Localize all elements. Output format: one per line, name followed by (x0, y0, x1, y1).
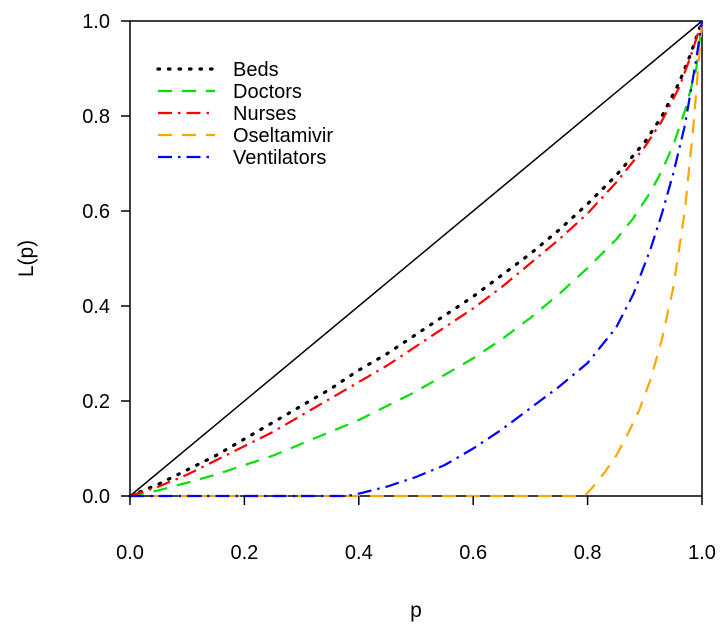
x-tick-label: 1.0 (688, 542, 716, 564)
x-axis-label: p (410, 599, 422, 622)
x-tick-label: 0.2 (230, 542, 258, 564)
y-tick-label: 0.2 (82, 391, 110, 413)
series-line-beds (128, 19, 704, 498)
x-tick-label: 0.4 (345, 542, 373, 564)
plot-frame (129, 20, 703, 497)
legend-label-beds: Beds (233, 59, 279, 81)
y-tick-label: 1.0 (82, 11, 110, 33)
y-tick-label: 0.6 (82, 201, 110, 223)
series-line-doctors (129, 20, 704, 498)
x-tick-label: 0.6 (459, 542, 487, 564)
x-tick-label: 0.8 (574, 542, 602, 564)
legend-label-ventilators: Ventilators (233, 147, 326, 169)
x-tick-label: 0.0 (116, 542, 144, 564)
x-axis: 0.0 0.2 0.4 0.6 0.8 1.0 (116, 496, 716, 564)
y-tick-label: 0.8 (82, 106, 110, 128)
series-line-ventilators (130, 20, 704, 498)
legend-label-nurses: Nurses (233, 103, 296, 125)
series-line-nurses (129, 20, 704, 498)
legend-label-doctors: Doctors (233, 81, 302, 103)
legend-label-oseltamivir: Oseltamivir (233, 125, 333, 147)
y-axis-label: L(p) (15, 240, 38, 277)
series-layer (128, 19, 704, 498)
y-axis: 0.0 0.2 0.4 0.6 0.8 1.0 (82, 11, 130, 508)
y-tick-label: 0.0 (82, 486, 110, 508)
series-line-oseltamivir (130, 20, 704, 498)
y-tick-label: 0.4 (82, 296, 110, 318)
equality-reference-line (129, 20, 703, 497)
